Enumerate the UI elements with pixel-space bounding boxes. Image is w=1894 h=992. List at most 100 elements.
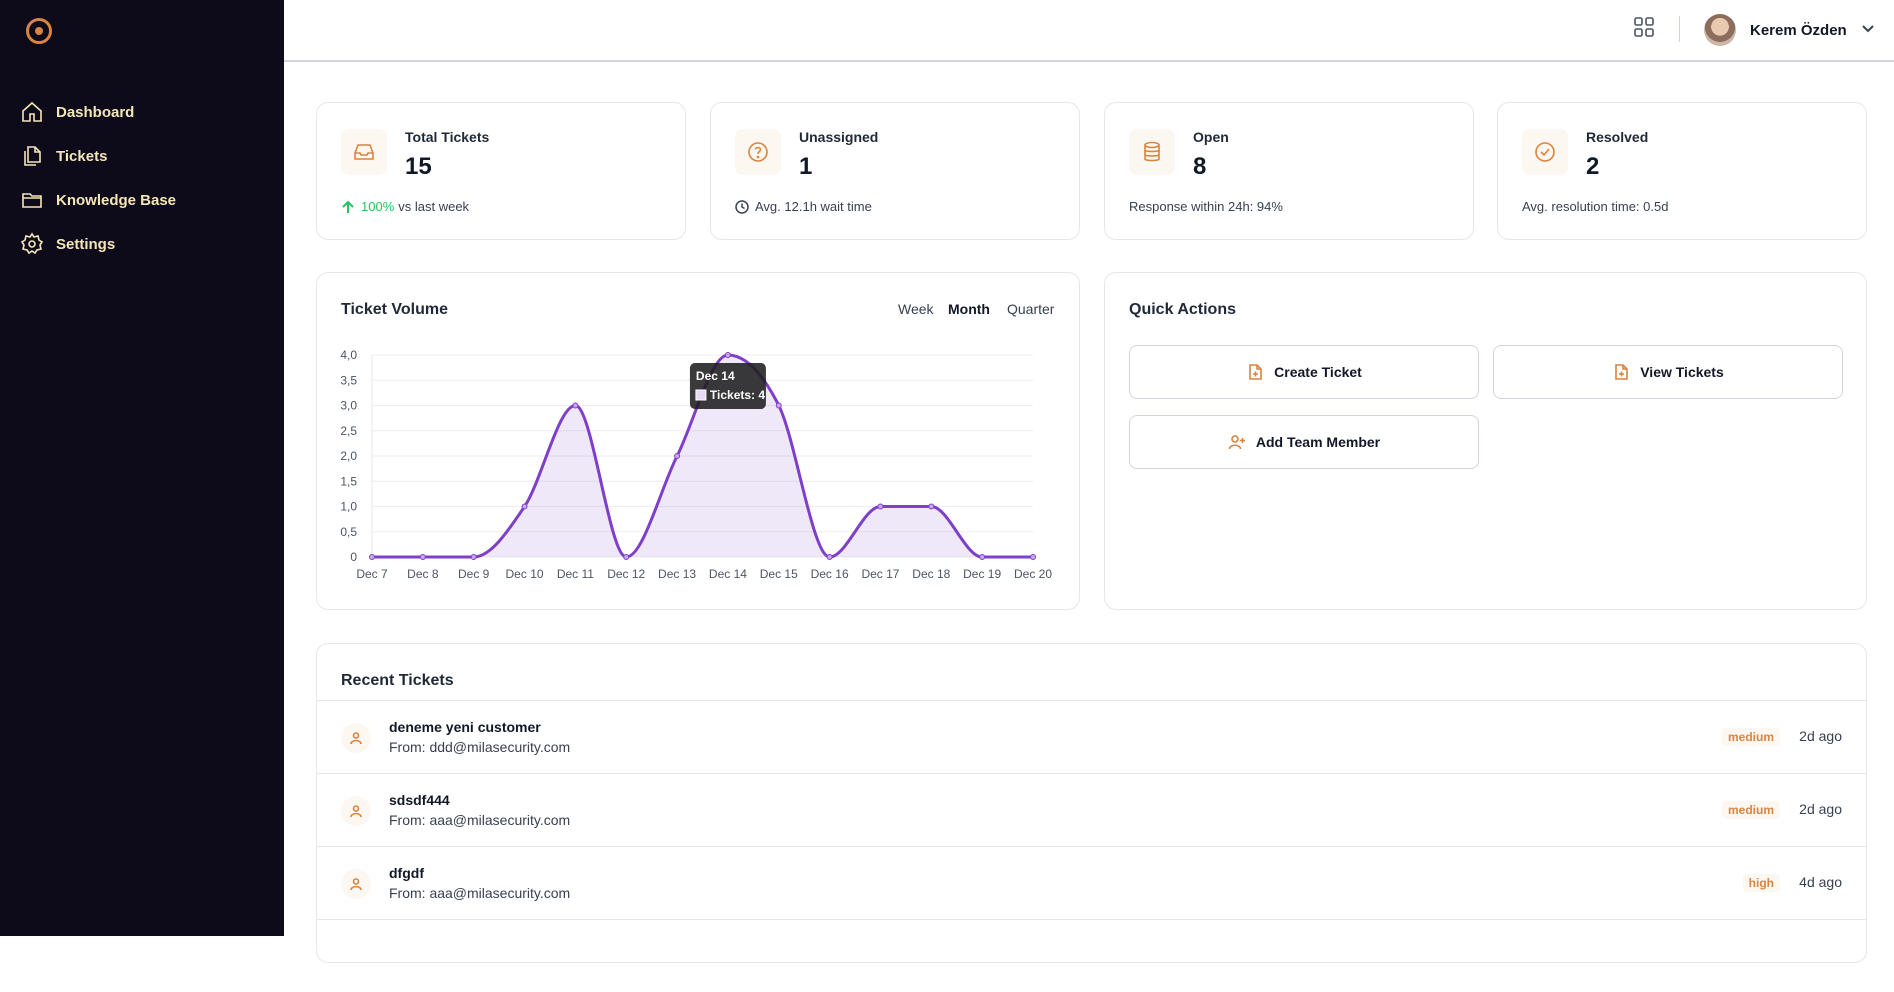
y-tick-label: 2,0 (340, 449, 357, 463)
y-tick-label: 1,5 (340, 474, 357, 488)
sidebar-item-label: Knowledge Base (56, 191, 177, 209)
data-point (572, 402, 579, 409)
sidebar: Dashboard Tickets Knowledge Base Setting… (0, 0, 284, 936)
priority-badge: medium (1721, 801, 1780, 819)
ticket-title: sdsdf444 (389, 792, 450, 808)
apps-grid-icon[interactable] (1633, 16, 1655, 38)
x-tick-label: Dec 11 (557, 567, 594, 581)
data-point (674, 453, 681, 459)
sidebar-item-label: Dashboard (56, 103, 135, 121)
ticket-volume-card: Ticket Volume Week Month Quarter 0 0,5 1,0… (316, 272, 1080, 610)
data-point (775, 402, 782, 409)
x-tick-label: Dec 10 (506, 567, 544, 581)
period-week[interactable]: Week (898, 301, 934, 317)
recent-tickets-card: Recent Tickets deneme yeni customer From… (316, 643, 1867, 963)
x-tick-label: Dec 8 (407, 567, 439, 581)
sidebar-item-label: Tickets (56, 147, 108, 165)
x-tick-label: Dec 13 (658, 567, 696, 581)
file-plus-icon (1249, 364, 1262, 380)
stat-value: 15 (405, 153, 432, 180)
stat-value: 1 (799, 153, 813, 180)
stat-label: Resolved (1586, 129, 1649, 145)
stat-value: 2 (1586, 153, 1600, 180)
stat-label: Total Tickets (405, 129, 490, 145)
user-icon (341, 869, 371, 899)
tooltip-swatch (695, 389, 707, 401)
x-tick-label: Dec 17 (861, 567, 899, 581)
y-tick-label: 0,5 (340, 525, 357, 539)
create-ticket-button[interactable]: Create Ticket (1129, 345, 1479, 399)
avatar (1704, 14, 1736, 46)
series-line (372, 353, 1033, 559)
button-label: View Tickets (1640, 364, 1724, 380)
ticket-from: From: aaa@milasecurity.com (389, 885, 571, 901)
stat-footer: Avg. resolution time: 0.5d (1522, 199, 1668, 214)
ticket-title: dfgdf (389, 865, 424, 881)
ticket-time: 4d ago (1799, 874, 1842, 890)
sidebar-nav: Dashboard Tickets Knowledge Base Setting… (0, 90, 284, 266)
folder-icon (22, 193, 42, 208)
quick-actions-title: Quick Actions (1129, 301, 1236, 318)
data-point (826, 554, 833, 560)
period-month[interactable]: Month (948, 301, 990, 317)
data-point (521, 503, 528, 510)
ticket-from: From: ddd@milasecurity.com (389, 739, 571, 755)
stat-foot-text: Avg. resolution time: 0.5d (1522, 199, 1669, 214)
user-name: Kerem Özden (1750, 21, 1847, 39)
stat-foot-text: Avg. 12.1h wait time (755, 199, 872, 214)
ticket-volume-chart[interactable]: 0 0,5 1,0 1,5 2,0 2,5 3,0 3,5 4,0 Dec 7 Dec 8 Dec 9… (317, 273, 1081, 611)
stat-label: Unassigned (799, 129, 879, 145)
x-tick-label: Dec 19 (963, 567, 1001, 581)
data-point (470, 554, 477, 560)
x-tick-label: Dec 15 (760, 567, 798, 581)
sidebar-item-settings[interactable]: Settings (0, 222, 284, 266)
ticket-title: deneme yeni customer (389, 719, 541, 735)
data-point (877, 503, 884, 510)
stat-change: 100% (361, 199, 395, 214)
data-point (1030, 554, 1036, 560)
stat-card-unassigned: Unassigned 1 Avg. 12.1h wait time (710, 102, 1080, 240)
tooltip-title: Dec 14 (696, 369, 735, 383)
data-point (419, 554, 426, 560)
ticket-row[interactable]: dfgdf From: aaa@milasecurity.com high 4d… (317, 846, 1866, 919)
chart-title: Ticket Volume (341, 301, 448, 318)
priority-badge: high (1742, 874, 1780, 892)
stat-card-open: Open 8 Response within 24h: 94% (1104, 102, 1474, 240)
stat-foot-text: Response within 24h: 94% (1129, 199, 1283, 214)
user-icon (341, 796, 371, 826)
tooltip-text: Tickets: 4 (710, 388, 765, 402)
y-tick-label: 3,5 (340, 373, 357, 387)
sidebar-item-knowledge-base[interactable]: Knowledge Base (0, 178, 284, 222)
top-bar: Kerem Özden (284, 0, 1894, 62)
ticket-row[interactable]: deneme yeni customer From: ddd@milasecur… (317, 700, 1866, 773)
data-point (724, 352, 731, 358)
sidebar-item-dashboard[interactable]: Dashboard (0, 90, 284, 134)
x-tick-label: Dec 14 (709, 567, 747, 581)
inbox-icon (341, 129, 387, 175)
ticket-row[interactable]: sdsdf444 From: aaa@milasecurity.com medi… (317, 773, 1866, 846)
user-plus-icon (1228, 435, 1245, 450)
data-point (623, 554, 630, 560)
view-tickets-button[interactable]: View Tickets (1493, 345, 1843, 399)
add-team-member-button[interactable]: Add Team Member (1129, 415, 1479, 469)
y-tick-label: 0 (350, 550, 357, 564)
stat-footer: Avg. 12.1h wait time (735, 199, 872, 214)
ticket-time: 2d ago (1799, 728, 1842, 744)
logo-icon[interactable] (26, 18, 52, 44)
user-icon (341, 723, 371, 753)
y-tick-label: 2,5 (340, 424, 357, 438)
x-tick-label: Dec 9 (458, 567, 490, 581)
ticket-row[interactable] (317, 919, 1866, 992)
data-point (928, 503, 935, 510)
sidebar-item-tickets[interactable]: Tickets (0, 134, 284, 178)
stat-card-resolved: Resolved 2 Avg. resolution time: 0.5d (1497, 102, 1867, 240)
period-quarter[interactable]: Quarter (1007, 301, 1055, 317)
stat-value: 8 (1193, 153, 1207, 180)
database-icon (1129, 129, 1175, 175)
file-plus-icon (1615, 364, 1629, 380)
arrow-up-icon (342, 200, 354, 213)
data-point (979, 554, 986, 560)
data-point (369, 554, 375, 560)
user-menu[interactable]: Kerem Özden (1704, 14, 1875, 46)
x-tick-label: Dec 7 (356, 567, 388, 581)
